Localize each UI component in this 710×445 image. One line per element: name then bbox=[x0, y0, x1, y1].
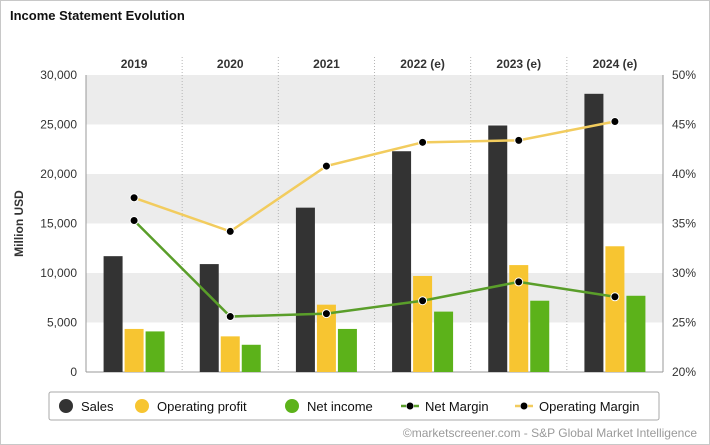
bar-sales bbox=[103, 256, 123, 372]
legend-marker-net-margin bbox=[406, 402, 414, 410]
legend-marker-operating-profit bbox=[135, 399, 149, 413]
y-tick-label: 15,000 bbox=[40, 217, 77, 231]
y-tick-label: 30,000 bbox=[40, 68, 77, 82]
bar-operating-profit bbox=[316, 304, 336, 372]
y2-tick-label: 25% bbox=[672, 316, 696, 330]
chart-title: Income Statement Evolution bbox=[10, 8, 185, 23]
source-credit: ©marketscreener.com - S&P Global Market … bbox=[402, 426, 697, 440]
y-tick-label: 20,000 bbox=[40, 167, 77, 181]
point-operating-margin bbox=[225, 226, 235, 236]
bar-net-income bbox=[337, 328, 357, 372]
bar-sales bbox=[199, 264, 219, 372]
legend-label-operating-profit: Operating profit bbox=[157, 399, 247, 414]
legend-label-net-margin: Net Margin bbox=[425, 399, 489, 414]
point-operating-margin bbox=[129, 193, 139, 203]
point-net-margin bbox=[225, 312, 235, 322]
category-label: 2023 (e) bbox=[496, 57, 541, 71]
point-operating-margin bbox=[514, 135, 524, 145]
category-label: 2019 bbox=[121, 57, 148, 71]
legend-marker-operating-margin bbox=[520, 402, 528, 410]
bar-sales bbox=[488, 125, 508, 373]
legend-marker-net-income bbox=[285, 399, 299, 413]
point-net-margin bbox=[514, 277, 524, 287]
bar-net-income bbox=[434, 311, 454, 372]
legend-label-sales: Sales bbox=[81, 399, 114, 414]
point-operating-margin bbox=[418, 137, 428, 147]
legend-label-net-income: Net income bbox=[307, 399, 373, 414]
bar-sales bbox=[584, 93, 604, 372]
bar-operating-profit bbox=[124, 328, 144, 372]
y-tick-label: 10,000 bbox=[40, 266, 77, 280]
y2-tick-label: 40% bbox=[672, 167, 696, 181]
bar-operating-profit bbox=[509, 265, 529, 372]
category-label: 2022 (e) bbox=[400, 57, 445, 71]
point-operating-margin bbox=[321, 161, 331, 171]
line-operating-margin bbox=[133, 120, 616, 233]
y-tick-label: 5,000 bbox=[47, 316, 77, 330]
bar-net-income bbox=[530, 300, 550, 372]
bar-operating-profit bbox=[413, 275, 433, 372]
bar-net-income bbox=[241, 344, 261, 372]
y-tick-label: 25,000 bbox=[40, 118, 77, 132]
point-net-margin bbox=[610, 292, 620, 302]
category-label: 2021 bbox=[313, 57, 340, 71]
y2-tick-label: 50% bbox=[672, 68, 696, 82]
point-net-margin bbox=[418, 296, 428, 306]
bar-net-income bbox=[626, 295, 646, 372]
point-operating-margin bbox=[610, 117, 620, 127]
bar-operating-profit bbox=[220, 336, 240, 372]
y-axis-label: Million USD bbox=[12, 190, 26, 257]
bar-sales bbox=[295, 207, 315, 372]
bar-operating-profit bbox=[605, 246, 625, 372]
y2-tick-label: 35% bbox=[672, 217, 696, 231]
bar-sales bbox=[392, 151, 412, 372]
y2-tick-label: 20% bbox=[672, 365, 696, 379]
point-net-margin bbox=[321, 309, 331, 319]
legend-label-operating-margin: Operating Margin bbox=[539, 399, 639, 414]
legend-marker-sales bbox=[59, 399, 73, 413]
bar-net-income bbox=[145, 331, 165, 372]
y2-tick-label: 30% bbox=[672, 266, 696, 280]
y2-tick-label: 45% bbox=[672, 118, 696, 132]
category-label: 2020 bbox=[217, 57, 244, 71]
legend-box bbox=[48, 391, 660, 421]
line-net-margin bbox=[133, 219, 616, 318]
point-net-margin bbox=[129, 216, 139, 226]
y-tick-label: 0 bbox=[70, 365, 77, 379]
category-label: 2024 (e) bbox=[593, 57, 638, 71]
